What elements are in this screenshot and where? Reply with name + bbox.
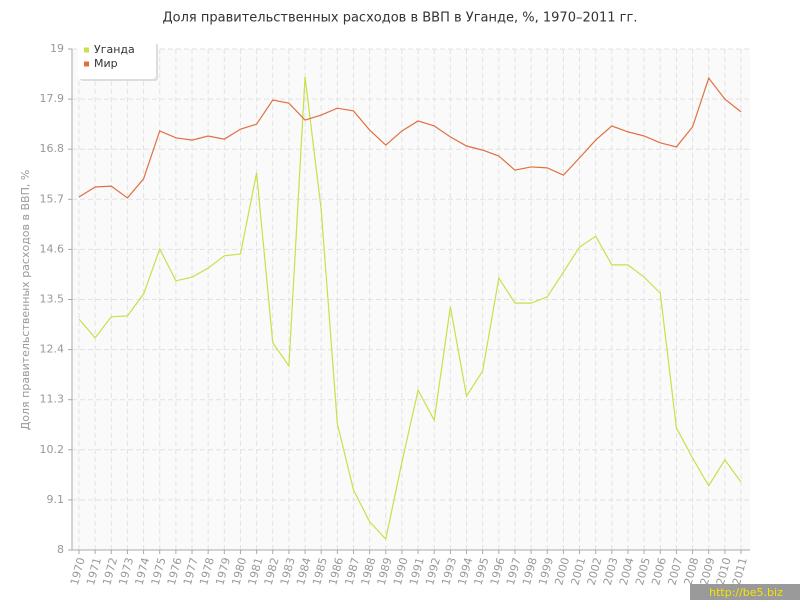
y-tick-label: 19	[50, 42, 64, 55]
y-tick-label: 13.5	[40, 293, 65, 306]
legend-swatch	[84, 47, 89, 53]
y-tick-label: 8	[57, 543, 64, 556]
y-tick-label: 17.9	[40, 92, 65, 105]
y-tick-label: 14.6	[40, 242, 65, 255]
legend-label: Уганда	[94, 43, 135, 56]
chart-title: Доля правительственных расходов в ВВП в …	[163, 11, 638, 26]
watermark-bg	[690, 584, 800, 600]
series-line	[78, 76, 742, 199]
y-tick-label: 9.1	[47, 493, 65, 506]
y-tick-label: 11.3	[40, 393, 65, 406]
watermark: http://be5.biz	[709, 586, 783, 599]
y-axis-label: Доля правительственных расходов в ВВП, %	[19, 170, 32, 431]
y-tick-label: 10.2	[40, 443, 65, 456]
series-line	[78, 76, 742, 541]
y-tick-label: 15.7	[40, 192, 65, 205]
legend-swatch	[84, 61, 89, 67]
y-tick-label: 16.8	[40, 142, 65, 155]
legend-box	[78, 41, 156, 79]
y-tick-label: 12.4	[40, 343, 65, 356]
legend-label: Мир	[94, 57, 118, 70]
